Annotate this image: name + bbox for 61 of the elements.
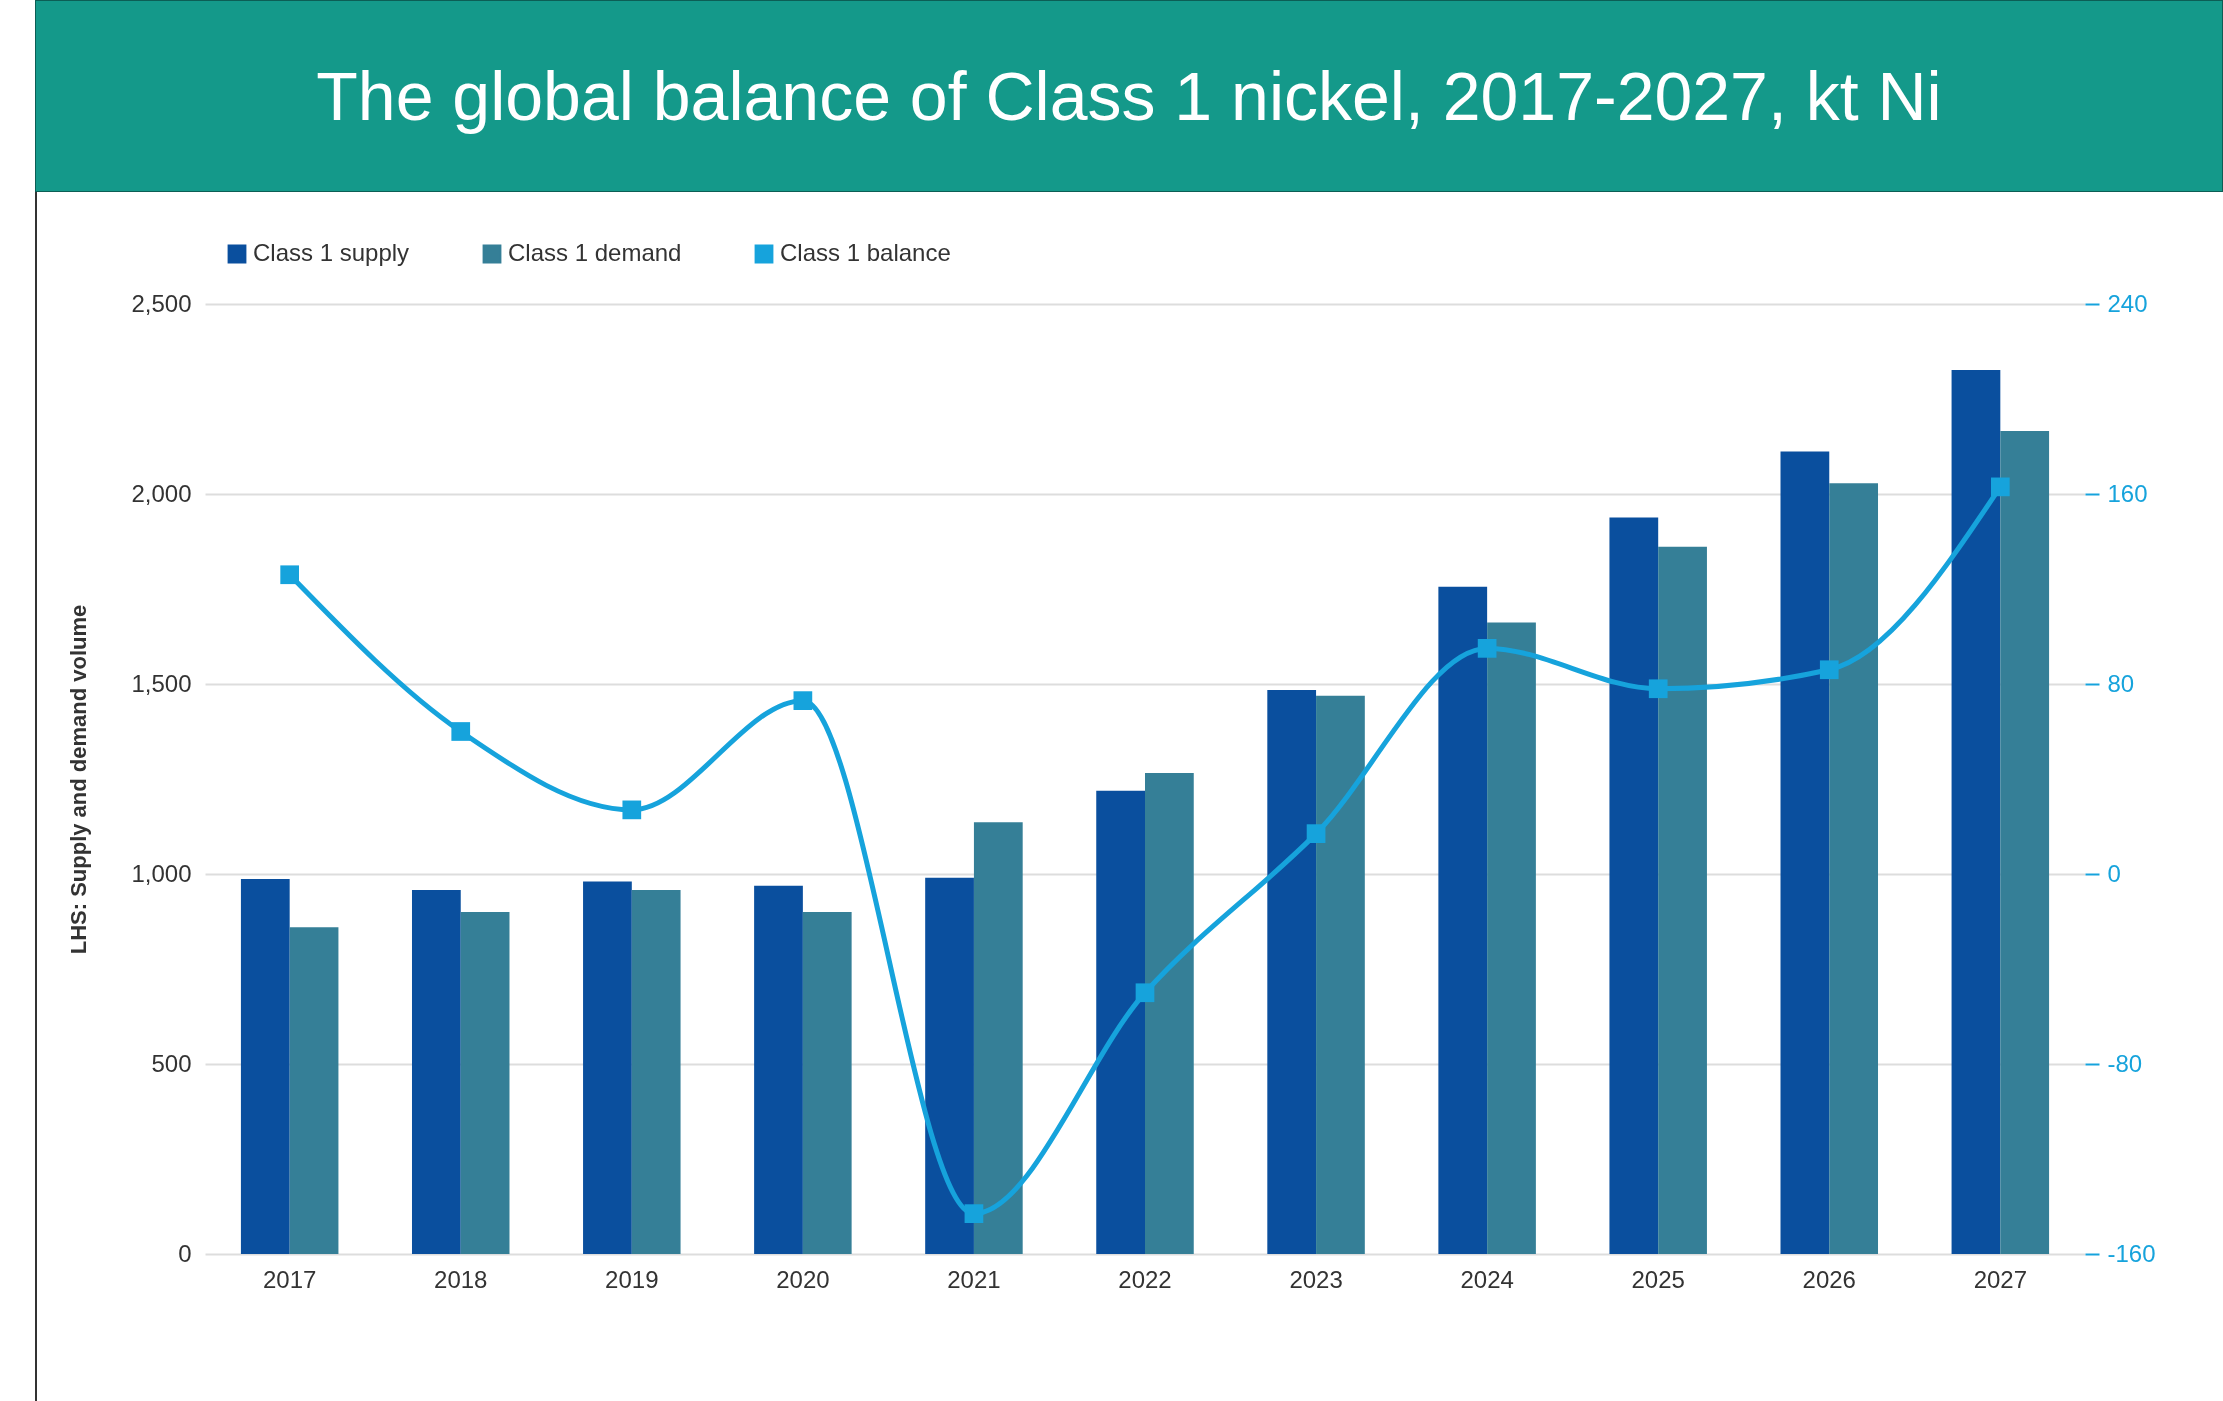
legend-label: Class 1 demand xyxy=(508,239,682,266)
x-tick-label: 2018 xyxy=(434,1265,488,1293)
y-axis-title: LHS: Supply and demand volume xyxy=(66,604,92,955)
point xyxy=(280,565,300,585)
point xyxy=(1648,679,1668,699)
y2-tick-label: 240 xyxy=(2107,289,2148,317)
x-tick-label: 2017 xyxy=(262,1265,317,1293)
y-tick-label: 1,500 xyxy=(131,669,192,697)
y-tick-label: 2,000 xyxy=(131,479,192,507)
bar xyxy=(802,912,852,1254)
point xyxy=(622,800,642,820)
bar xyxy=(1487,622,1536,1254)
x-tick-label: 2023 xyxy=(1289,1265,1343,1293)
bar xyxy=(973,822,1023,1254)
point xyxy=(451,722,471,741)
y2-tick-label: 0 xyxy=(2107,859,2121,887)
x-tick-label: 2026 xyxy=(1802,1265,1856,1293)
bar xyxy=(460,912,510,1254)
legend-label: Class 1 balance xyxy=(780,239,951,266)
bar xyxy=(289,927,339,1254)
x-tick-label: 2022 xyxy=(1118,1265,1172,1293)
bar xyxy=(1951,370,2001,1254)
bar xyxy=(1145,772,1194,1254)
bar xyxy=(583,881,632,1254)
y-tick-label: 500 xyxy=(151,1049,192,1077)
y2-tick-label: -160 xyxy=(2107,1239,2156,1267)
bar xyxy=(1780,451,1830,1254)
y2-tick-label: 160 xyxy=(2107,479,2148,507)
x-tick-label: 2027 xyxy=(1973,1265,2028,1293)
bar xyxy=(1658,546,1707,1254)
bar xyxy=(1316,695,1365,1254)
point xyxy=(1819,660,1839,680)
y2-tick-label: -80 xyxy=(2107,1049,2143,1077)
y2-tick-label: 80 xyxy=(2107,669,2135,697)
y-tick-label: 0 xyxy=(178,1239,192,1267)
x-tick-label: 2024 xyxy=(1460,1265,1514,1293)
bar xyxy=(411,889,461,1254)
point xyxy=(1477,639,1497,658)
x-tick-label: 2020 xyxy=(776,1265,830,1293)
x-tick-label: 2019 xyxy=(605,1265,659,1293)
bar xyxy=(754,885,803,1254)
x-tick-label: 2025 xyxy=(1631,1265,1685,1293)
point xyxy=(1990,477,2010,497)
point xyxy=(1135,983,1155,1003)
point xyxy=(964,1204,984,1223)
bar xyxy=(1096,790,1145,1254)
bar xyxy=(240,878,290,1254)
bar xyxy=(925,877,974,1254)
bar xyxy=(2000,430,2050,1254)
y-tick-label: 2,500 xyxy=(131,289,192,317)
point xyxy=(793,691,813,710)
chart-title: The global balance of Class 1 nickel, 2017-2027, kt Ni xyxy=(35,0,2223,192)
bar xyxy=(1829,483,1879,1254)
bar xyxy=(1267,690,1317,1254)
legend-label: Class 1 supply xyxy=(253,239,410,266)
y-tick-label: 1,000 xyxy=(131,859,192,887)
bar xyxy=(1609,517,1659,1254)
point xyxy=(1306,824,1326,843)
bar xyxy=(631,889,681,1254)
x-tick-label: 2021 xyxy=(947,1265,1001,1293)
bar xyxy=(1438,586,1488,1254)
